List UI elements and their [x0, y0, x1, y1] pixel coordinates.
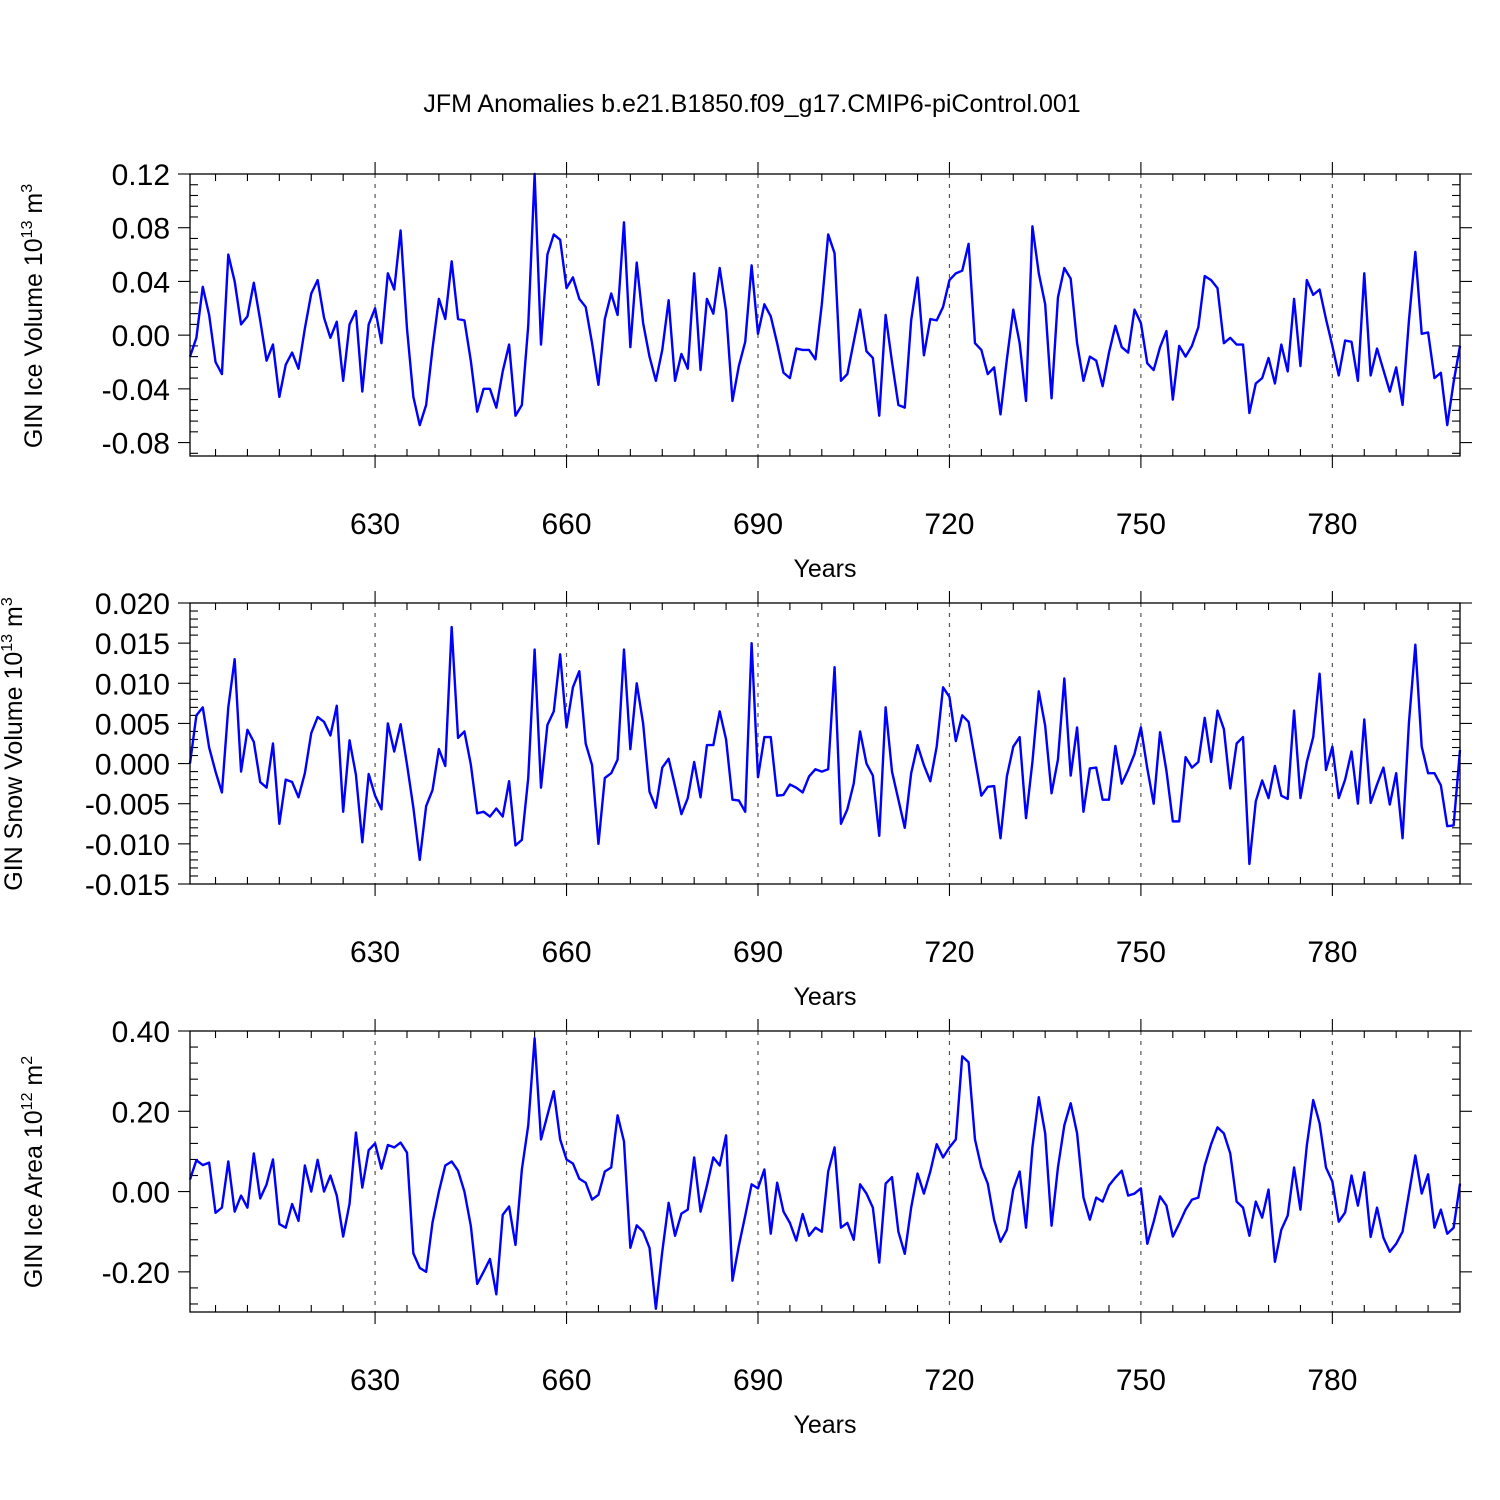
ytick-label-snow-volume-2: 0.010: [95, 668, 170, 701]
ytick-label-ice-area-2: 0.00: [112, 1177, 170, 1210]
plot-frame-snow-volume: [189, 602, 1461, 885]
xlabel-ice-area: Years: [793, 1411, 856, 1439]
xtick-label-ice-area-780: 780: [1307, 1364, 1357, 1397]
xtick-label-snow-volume-690: 690: [733, 936, 783, 969]
xtick-label-snow-volume-750: 750: [1116, 936, 1166, 969]
ytick-label-ice-area-3: -0.20: [102, 1257, 170, 1290]
xtick-label-snow-volume-720: 720: [924, 936, 974, 969]
xtick-label-ice-area-690: 690: [733, 1364, 783, 1397]
chart-title: JFM Anomalies b.e21.B1850.f09_g17.CMIP6-…: [423, 90, 1080, 118]
xtick-label-ice-volume-660: 660: [542, 508, 592, 541]
xtick-label-snow-volume-630: 630: [350, 936, 400, 969]
panel-snow-volume: GIN Snow Volume 1013 m3 Years 630 660 690 7…: [0, 588, 1472, 1011]
xlabel-ice-volume: Years: [793, 555, 856, 583]
ytick-label-ice-volume-3: 0.00: [112, 320, 170, 353]
xtick-label-ice-area-660: 660: [542, 1364, 592, 1397]
ylabel-ice-volume: GIN Ice Volume 1013 m3: [19, 184, 48, 448]
ytick-label-snow-volume-1: 0.015: [95, 628, 170, 661]
ytick-label-ice-volume-2: 0.04: [112, 266, 170, 299]
ytick-label-snow-volume-0: 0.020: [95, 588, 170, 621]
ytick-label-ice-area-0: 0.40: [112, 1016, 170, 1049]
ylabel-ice-area: GIN Ice Area 1012 m2: [19, 1056, 48, 1288]
ytick-label-snow-volume-7: -0.015: [85, 869, 170, 902]
ytick-label-ice-area-1: 0.20: [112, 1096, 170, 1129]
series-line-snow-volume: [188, 625, 1462, 866]
ytick-label-snow-volume-6: -0.010: [85, 829, 170, 862]
ytick-label-ice-volume-5: -0.08: [102, 428, 170, 461]
xlabel-snow-volume: Years: [793, 983, 856, 1011]
xtick-label-snow-volume-780: 780: [1307, 936, 1357, 969]
ytick-label-ice-volume-1: 0.08: [112, 213, 170, 246]
xtick-label-ice-volume-690: 690: [733, 508, 783, 541]
panel-ice-volume: GIN Ice Volume 1013 m3 Years 630 660 690 72…: [19, 159, 1472, 583]
panel-ice-area: GIN Ice Area 1012 m2 Years 630 660 690 720 7…: [19, 1016, 1472, 1439]
plot-frame-ice-volume: [189, 173, 1461, 457]
ytick-label-snow-volume-5: -0.005: [85, 789, 170, 822]
xtick-label-ice-volume-780: 780: [1307, 508, 1357, 541]
xtick-label-ice-area-750: 750: [1116, 1364, 1166, 1397]
xtick-label-snow-volume-660: 660: [542, 936, 592, 969]
xtick-label-ice-volume-720: 720: [924, 508, 974, 541]
series-line-ice-area: [188, 1037, 1462, 1310]
ytick-label-ice-volume-0: 0.12: [112, 159, 170, 192]
series-line-ice-volume: [188, 172, 1462, 427]
xtick-label-ice-area-720: 720: [924, 1364, 974, 1397]
ylabel-snow-volume: GIN Snow Volume 1013 m3: [0, 597, 28, 891]
xtick-label-ice-volume-750: 750: [1116, 508, 1166, 541]
xtick-label-ice-volume-630: 630: [350, 508, 400, 541]
ytick-label-ice-volume-4: -0.04: [102, 374, 170, 407]
ytick-label-snow-volume-4: 0.000: [95, 749, 170, 782]
xtick-label-ice-area-630: 630: [350, 1364, 400, 1397]
plot-frame-ice-area: [189, 1030, 1461, 1313]
ytick-label-snow-volume-3: 0.005: [95, 708, 170, 741]
